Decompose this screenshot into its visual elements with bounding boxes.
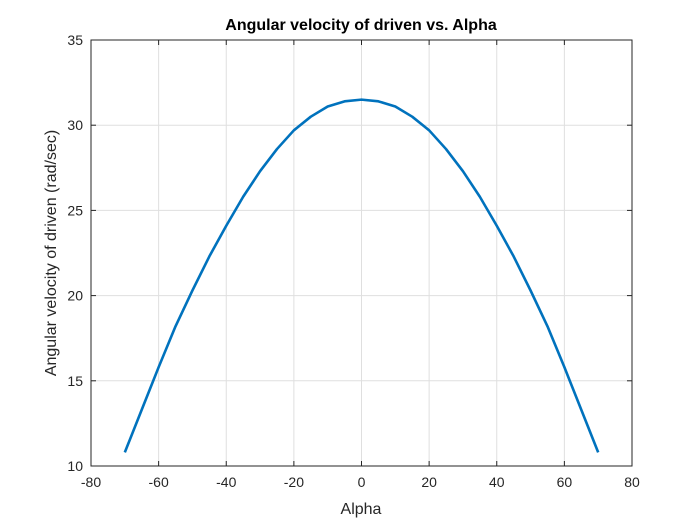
x-tick-label: 20 (421, 474, 437, 490)
x-tick-label: 40 (489, 474, 505, 490)
series-line (123, 98, 600, 453)
x-tick-label: 0 (358, 474, 366, 490)
tick-labels: -80 -60 -40 -20 0 20 40 60 80 10 15 20 25 30 35 (67, 32, 640, 490)
ticks (90, 39, 633, 467)
y-axis-label: Angular velocity of driven (rad/sec) (43, 130, 60, 376)
y-tick-label: 20 (67, 288, 83, 304)
x-axis-label: Alpha (341, 501, 382, 518)
x-tick-label: -20 (284, 474, 304, 490)
x-tick-label: -40 (216, 474, 236, 490)
x-tick-label: -80 (81, 474, 101, 490)
y-tick-label: 15 (67, 373, 83, 389)
y-tick-label: 35 (67, 32, 83, 48)
chart-title: Angular velocity of driven vs. Alpha (225, 17, 497, 34)
y-tick-label: 25 (67, 202, 83, 218)
x-tick-label: -60 (149, 474, 169, 490)
data-layer (123, 98, 600, 453)
y-tick-label: 10 (67, 458, 83, 474)
y-tick-label: 30 (67, 117, 83, 133)
x-tick-label: 80 (624, 474, 640, 490)
x-tick-label: 60 (557, 474, 573, 490)
